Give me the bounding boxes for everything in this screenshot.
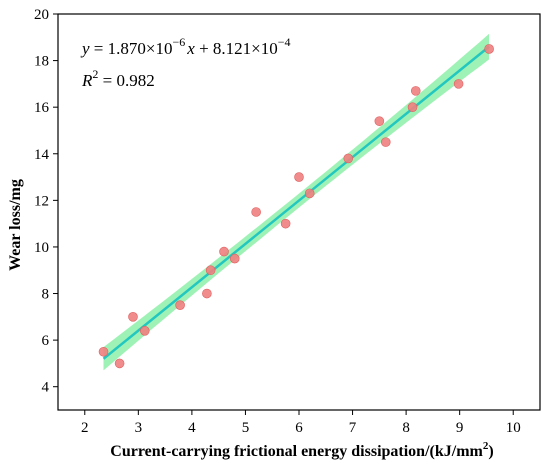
y-tick-label: 16: [34, 100, 50, 116]
y-tick-label: 20: [34, 7, 49, 23]
data-point: [139, 325, 150, 336]
data-point: [219, 246, 229, 257]
r-squared: R2 = 0.982: [81, 67, 155, 90]
y-tick-label: 14: [34, 147, 50, 163]
data-point: [98, 346, 109, 357]
data-point: [380, 137, 391, 147]
data-point: [374, 116, 385, 126]
x-tick-label: 5: [242, 420, 250, 436]
y-axis-title: Wear loss/mg: [7, 179, 24, 271]
data-point: [175, 300, 185, 310]
x-tick-label: 6: [295, 420, 303, 436]
data-point: [202, 288, 212, 299]
y-tick-label: 12: [34, 193, 49, 209]
x-tick-label: 2: [81, 420, 89, 436]
data-point: [229, 253, 240, 264]
fit-line-layer: [102, 45, 490, 360]
x-tick-label: 3: [135, 420, 143, 436]
x-tick-label: 7: [349, 420, 357, 436]
data-point: [407, 102, 418, 112]
data-point: [343, 153, 354, 164]
data-point: [304, 188, 315, 199]
y-tick-label: 8: [42, 287, 50, 303]
data-point: [294, 172, 304, 182]
x-axis-title: Current-carrying frictional energy dissi…: [110, 440, 493, 460]
data-point: [453, 79, 464, 89]
x-tick-label: 10: [506, 420, 521, 436]
x-tick-label: 8: [402, 420, 410, 436]
fit-equation: y = 1.870×10−6 x + 8.121×10−4: [80, 35, 291, 58]
axis-ticks-layer: 2 3 4 5 6 7 8 9 10 4 6 8 10 12 14 16 18 20: [34, 7, 521, 436]
y-tick-label: 6: [42, 333, 50, 349]
y-tick-label: 4: [42, 380, 50, 396]
x-tick-label: 9: [456, 420, 464, 436]
data-point: [128, 312, 138, 322]
data-point: [114, 358, 125, 369]
y-tick-label: 18: [34, 54, 49, 70]
x-tick-label: 4: [188, 420, 196, 436]
data-point: [251, 207, 261, 217]
data-point: [484, 44, 494, 54]
data-point: [410, 86, 421, 96]
data-point: [205, 265, 216, 276]
data-points-layer: [98, 44, 494, 369]
data-point: [280, 218, 291, 229]
y-tick-label: 10: [34, 240, 49, 256]
fit-line: [102, 45, 490, 360]
